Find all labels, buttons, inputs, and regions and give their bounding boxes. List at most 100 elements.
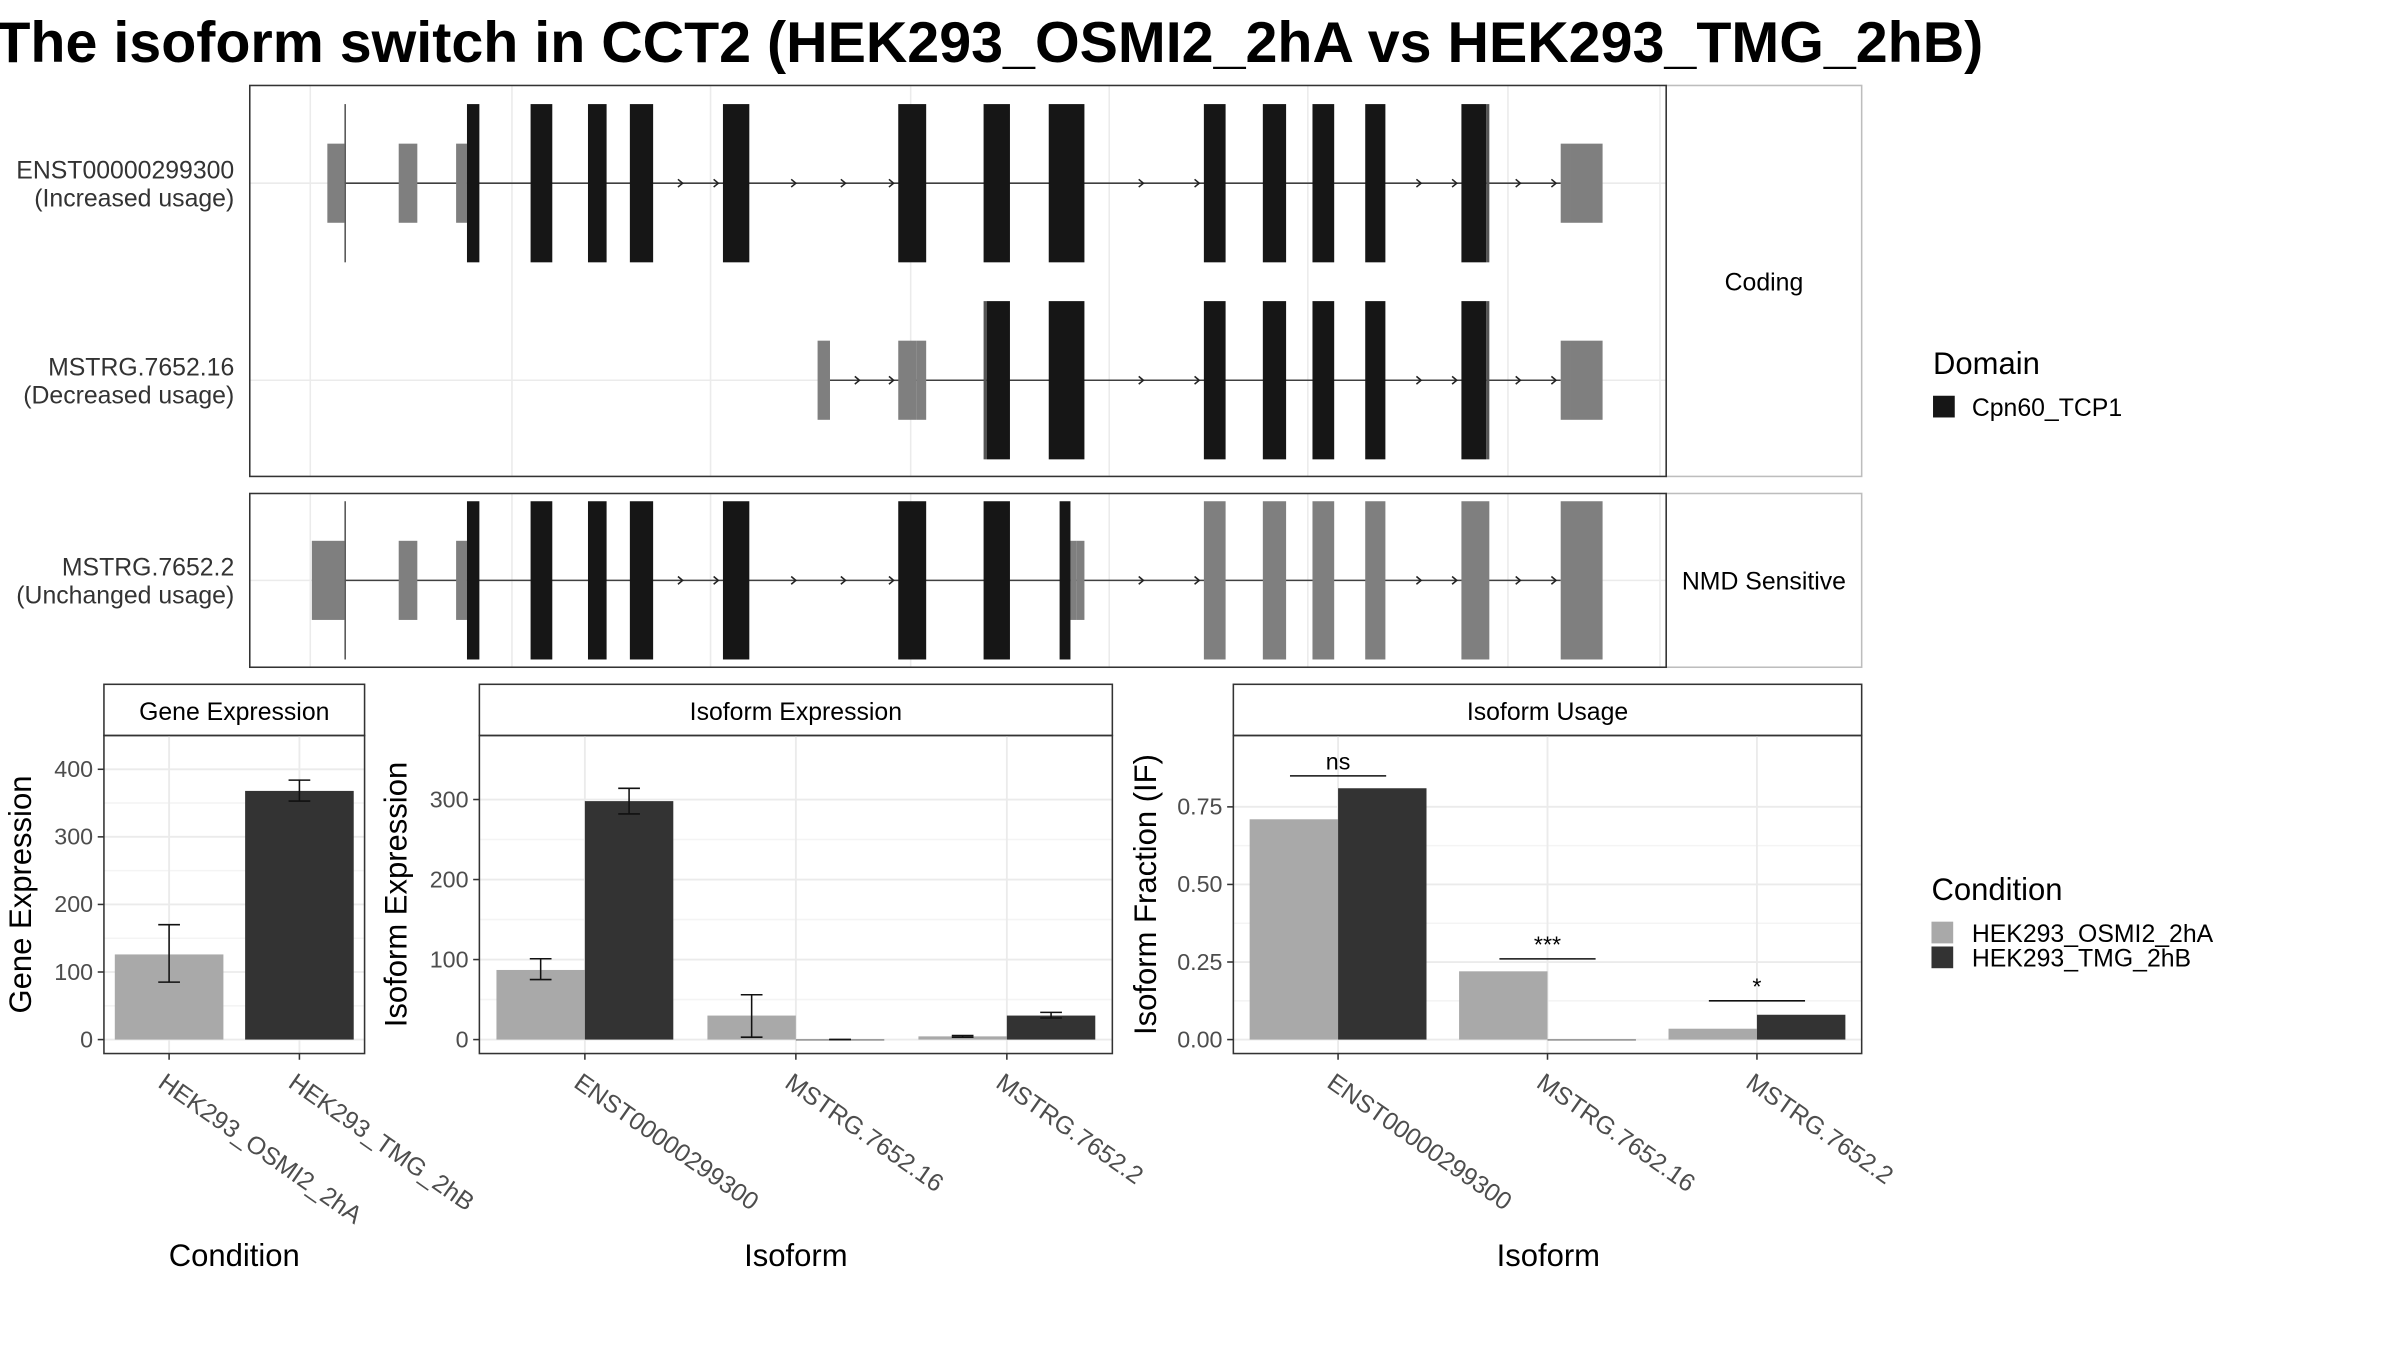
exon bbox=[344, 104, 346, 263]
strand-arrow bbox=[1138, 178, 1145, 188]
domain-exon bbox=[898, 501, 927, 660]
bar bbox=[584, 801, 674, 1040]
domain-exon bbox=[1365, 301, 1386, 460]
exon bbox=[1560, 143, 1571, 223]
strand-arrow bbox=[1415, 375, 1423, 385]
domain-exon bbox=[466, 104, 480, 263]
bar bbox=[245, 790, 354, 1040]
chart-panel-border bbox=[103, 734, 366, 1055]
x-axis-title: Isoform bbox=[1497, 1238, 1600, 1273]
exon bbox=[456, 143, 467, 223]
strand-arrow bbox=[1415, 178, 1423, 188]
chart-2: Isoform Expression 0 100 200 300 ENST00000299… bbox=[378, 683, 1148, 1273]
x-tick-label: MSTRG.7652.2 bbox=[1741, 1069, 1898, 1190]
transcript-id-label: ENST00000299300 bbox=[16, 158, 234, 185]
strand-arrow bbox=[1194, 575, 1201, 585]
domain-exon bbox=[986, 301, 1010, 460]
exon bbox=[1461, 501, 1490, 660]
chart-3: Isoform Usage0.000.250.500.75ns****ENST0… bbox=[1128, 683, 1898, 1273]
strand-arrow bbox=[1194, 375, 1201, 385]
condition-legend-label: HEK293_TMG_2hB bbox=[1972, 946, 2191, 973]
exon bbox=[1560, 501, 1603, 660]
domain-exon bbox=[898, 104, 927, 263]
x-tick-label: MSTRG.7652.2 bbox=[991, 1069, 1148, 1190]
strand-arrow bbox=[713, 178, 720, 188]
domain-exon bbox=[983, 501, 1010, 660]
strand-arrow bbox=[713, 575, 720, 585]
exon bbox=[983, 301, 987, 460]
strand-arrow bbox=[888, 575, 895, 585]
domain-exon bbox=[530, 501, 553, 660]
strand-arrow bbox=[1194, 178, 1201, 188]
strand-arrow bbox=[854, 375, 861, 385]
exon bbox=[1560, 340, 1571, 420]
domain-exon bbox=[722, 501, 750, 660]
bar bbox=[1338, 788, 1427, 1040]
y-tick-label: 200 bbox=[430, 866, 469, 892]
bar bbox=[1756, 1014, 1846, 1040]
y-axis-title: Isoform Fraction (IF) bbox=[1128, 754, 1163, 1035]
y-tick-label: 0.75 bbox=[1177, 794, 1222, 820]
chart-title: Gene Expression bbox=[139, 699, 329, 726]
y-tick-label: 300 bbox=[54, 824, 93, 850]
exon bbox=[344, 501, 346, 660]
chart-title: Isoform Expression bbox=[690, 699, 902, 726]
domain-exon bbox=[1461, 104, 1487, 263]
facet-strip bbox=[1665, 492, 1863, 669]
y-tick-label: 0.50 bbox=[1177, 871, 1222, 897]
domain-legend-label: Cpn60_TCP1 bbox=[1972, 395, 2122, 422]
strand-arrow bbox=[1138, 575, 1145, 585]
domain-exon bbox=[722, 104, 750, 263]
strand-arrow bbox=[1550, 178, 1558, 188]
domain-exon bbox=[1461, 301, 1487, 460]
exon bbox=[1070, 540, 1077, 620]
exon bbox=[1076, 540, 1085, 620]
transcript-id-label: MSTRG.7652.16 bbox=[48, 355, 234, 382]
strand-arrow bbox=[1515, 178, 1522, 188]
domain-exon bbox=[587, 104, 607, 263]
y-tick-label: 0 bbox=[456, 1026, 469, 1052]
strand-arrow bbox=[888, 375, 895, 385]
facet-strip-label: Coding bbox=[1725, 269, 1804, 296]
y-tick-label: 200 bbox=[54, 891, 93, 917]
x-tick-label: MSTRG.7652.16 bbox=[780, 1069, 948, 1198]
domain-exon bbox=[1262, 104, 1287, 263]
strand-arrow bbox=[1138, 375, 1145, 385]
facet-strip bbox=[1665, 84, 1863, 478]
transcript-id-label: MSTRG.7652.2 bbox=[62, 555, 234, 582]
strand-arrow bbox=[1451, 375, 1458, 385]
condition-legend-key bbox=[1931, 946, 1954, 969]
structure-panel-border bbox=[248, 492, 1667, 669]
condition-legend-key bbox=[1931, 921, 1954, 944]
structure-group: Coding ENST00000299300(Increased usage) MS… bbox=[16, 84, 1863, 478]
legends: Domain Cpn60_TCP1 Condition HEK293_OSMI2_2h… bbox=[1931, 346, 2214, 973]
significance-label: ns bbox=[1326, 749, 1351, 775]
y-tick-label: 0.25 bbox=[1177, 949, 1222, 975]
exon bbox=[398, 143, 418, 223]
exon bbox=[1312, 501, 1335, 660]
x-tick-label: ENST00000299300 bbox=[569, 1069, 763, 1216]
strand-arrow bbox=[677, 178, 684, 188]
y-tick-label: 300 bbox=[430, 786, 469, 812]
domain-exon bbox=[1312, 104, 1335, 263]
facet-strip-label: NMD Sensitive bbox=[1682, 569, 1846, 596]
domain-legend-key bbox=[1933, 395, 1955, 418]
strand-arrow bbox=[1451, 575, 1458, 585]
bar bbox=[496, 969, 585, 1040]
domain-exon bbox=[1203, 301, 1226, 460]
exon bbox=[817, 340, 830, 420]
y-tick-label: 400 bbox=[54, 756, 93, 782]
domain-exon bbox=[1059, 501, 1071, 660]
exon bbox=[1570, 340, 1603, 420]
y-tick-label: 0 bbox=[80, 1026, 93, 1052]
structure-panel-border bbox=[248, 84, 1667, 478]
significance-label: *** bbox=[1534, 932, 1561, 958]
domain-exon bbox=[587, 501, 607, 660]
x-axis-title: Condition bbox=[169, 1238, 300, 1273]
domain-exon bbox=[1048, 104, 1085, 263]
domain-exon bbox=[983, 104, 1010, 263]
strand-arrow bbox=[1451, 178, 1458, 188]
y-tick-label: 100 bbox=[54, 959, 93, 985]
domain-exon bbox=[530, 104, 553, 263]
